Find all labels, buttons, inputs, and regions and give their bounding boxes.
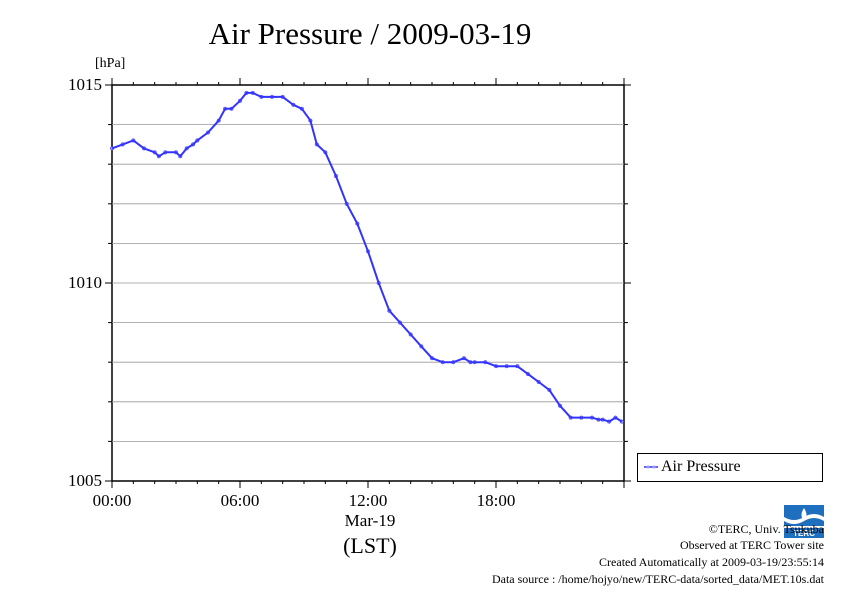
y-tick-label: 1010 bbox=[68, 273, 102, 292]
data-source-text: Data source : /home/hojyo/new/TERC-data/… bbox=[491, 572, 824, 586]
x-tick-label: 00:00 bbox=[92, 491, 132, 510]
chart-title: Air Pressure / 2009-03-19 bbox=[208, 16, 532, 51]
svg-text:TERC: TERC bbox=[793, 529, 815, 538]
y-axis-unit: [hPa] bbox=[95, 56, 126, 71]
y-tick-label: 1015 bbox=[68, 75, 102, 94]
legend-swatch bbox=[644, 465, 658, 469]
x-axis-timezone-label: (LST) bbox=[343, 533, 397, 558]
x-axis-date-label: Mar-19 bbox=[344, 511, 396, 530]
created-text: Created Automatically at 2009-03-19/23:5… bbox=[599, 555, 824, 569]
x-tick-label: 12:00 bbox=[348, 491, 388, 510]
legend: Air Pressure bbox=[637, 453, 823, 482]
terc-logo-icon: TERC bbox=[782, 503, 826, 539]
copyright-text: ©TERC, Univ. Tsukuba bbox=[708, 522, 824, 536]
x-tick-label: 06:00 bbox=[220, 491, 260, 510]
y-tick-label: 1005 bbox=[68, 471, 102, 490]
legend-label: Air Pressure bbox=[661, 458, 741, 475]
observed-text: Observed at TERC Tower site bbox=[679, 538, 824, 552]
x-tick-label: 18:00 bbox=[476, 491, 516, 510]
series-line-air-pressure bbox=[111, 91, 623, 423]
